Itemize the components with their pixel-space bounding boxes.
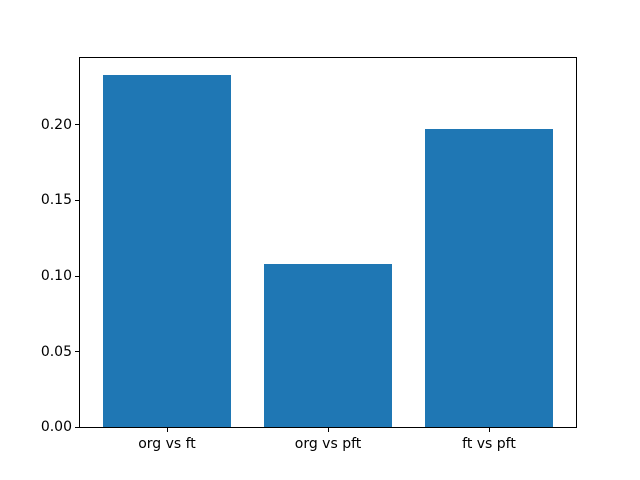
bar-org-vs-ft <box>102 75 232 427</box>
x-tick-mark <box>166 428 168 432</box>
y-tick-mark <box>75 351 79 352</box>
y-tick-label: 0.00 <box>40 419 72 435</box>
x-tick-label: org vs pft <box>294 436 362 452</box>
bar-org-vs-pft <box>263 263 393 427</box>
x-tick-label: ft vs pft <box>462 436 516 452</box>
x-tick-mark <box>488 428 490 432</box>
y-tick-label: 0.15 <box>40 192 72 209</box>
y-tick-mark <box>75 275 79 277</box>
plot-area <box>79 57 577 428</box>
x-tick-label: org vs ft <box>138 436 196 452</box>
x-tick-mark <box>327 428 329 432</box>
y-tick-mark <box>75 426 79 428</box>
y-tick-label: 0.10 <box>40 268 72 284</box>
y-tick-label: 0.05 <box>40 343 72 360</box>
bar-ft-vs-pft <box>424 129 554 427</box>
y-tick-label: 0.20 <box>40 116 72 133</box>
y-tick-mark <box>75 124 79 126</box>
y-tick-mark <box>75 199 79 201</box>
